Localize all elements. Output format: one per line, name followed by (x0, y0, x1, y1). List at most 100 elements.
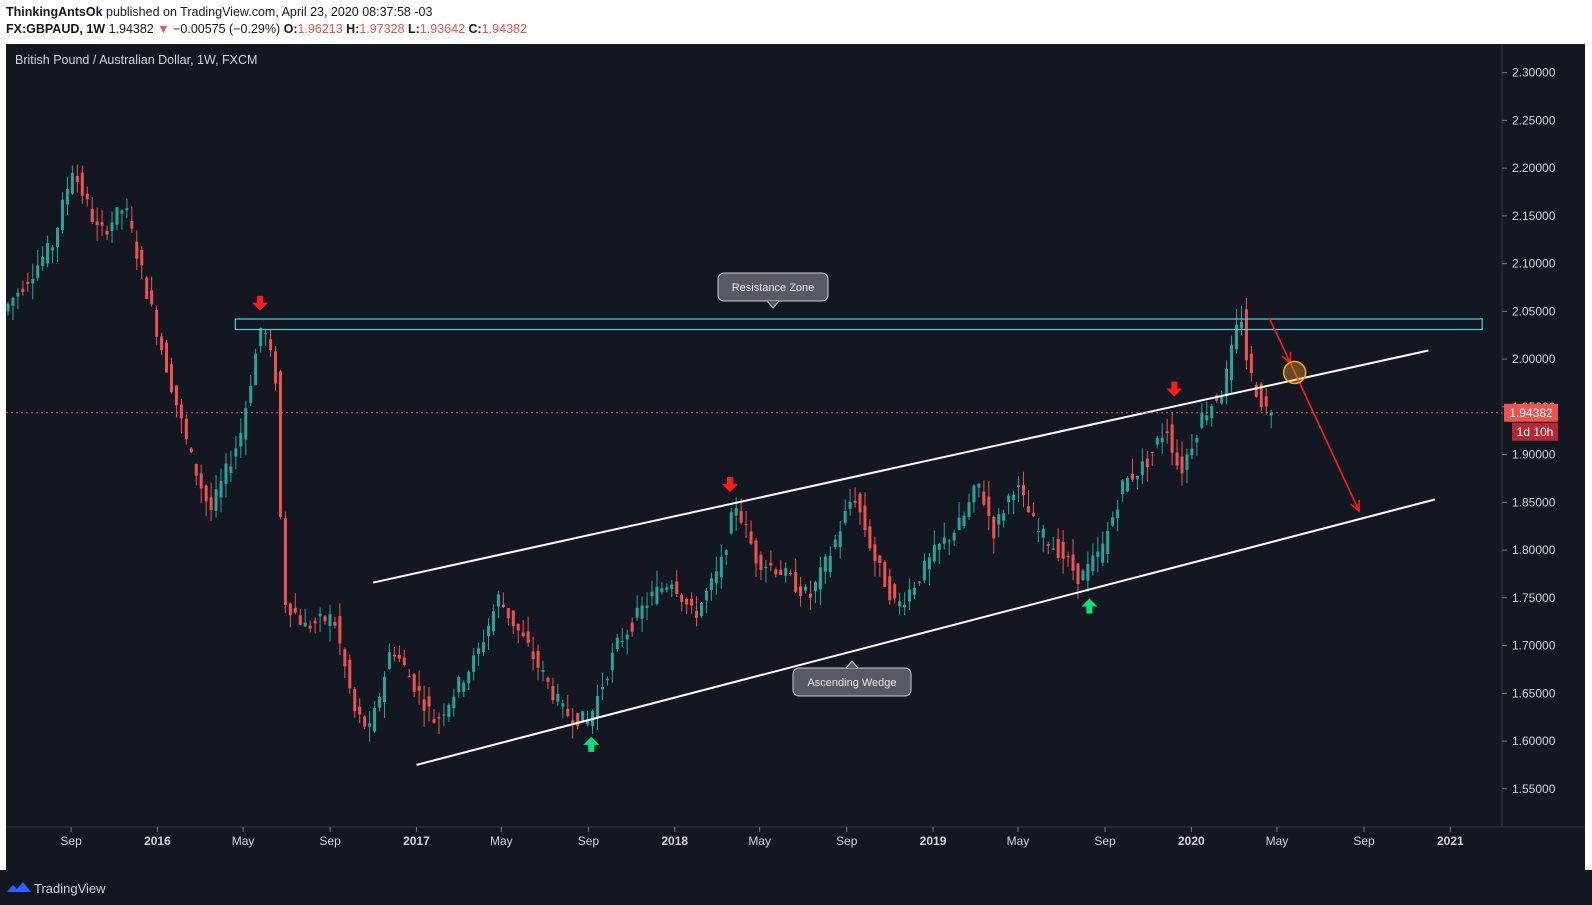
candle-body (1175, 452, 1179, 466)
axis-lines (6, 44, 1585, 828)
symbol-info: FX:GBPAUD, 1W 1.94382 ▼ −0.00575 (−0.29%… (6, 22, 527, 36)
candle-body (1046, 544, 1050, 546)
candle-body (437, 717, 441, 719)
candle-body (794, 572, 798, 592)
resistance-zone-callout-tail (766, 300, 780, 309)
candle-body (333, 621, 337, 626)
candle-body (46, 242, 50, 264)
x-tick-label: May (490, 834, 513, 848)
candle-body (595, 696, 599, 719)
x-tick-label: 2019 (920, 834, 947, 848)
candle-body (1195, 437, 1199, 443)
candle-body (749, 531, 753, 544)
candle-body (769, 562, 773, 566)
candle-body (184, 418, 188, 439)
drawings: Resistance Zone Ascending Wedge (234, 272, 1483, 766)
candle-body (209, 497, 213, 511)
candle-body (343, 649, 347, 667)
candle-body (214, 489, 218, 511)
last-price-label: 1.94382 (1509, 406, 1553, 420)
candle-body (858, 493, 862, 513)
candle-body (204, 485, 208, 502)
candle-body (516, 623, 520, 631)
candle-body (298, 615, 302, 625)
y-tick-label: 1.90000 (1512, 448, 1556, 462)
candle-body (833, 539, 837, 547)
candle-body (690, 598, 694, 606)
candle-body (6, 303, 10, 312)
y-axis[interactable]: 2.30000 2.25000 2.20000 2.15000 2.10000 2.050… (1502, 66, 1556, 796)
candle-body (665, 587, 669, 590)
red-down-arrow-icon (721, 477, 738, 493)
candle-body (36, 265, 40, 278)
symbol-label: FX:GBPAUD, 1W (6, 22, 106, 36)
candle-body (1007, 495, 1011, 503)
candle-body (189, 448, 193, 452)
candle-body (799, 586, 803, 596)
candle-body (863, 505, 867, 531)
candle-body (744, 524, 748, 526)
candle-body (70, 172, 74, 194)
candle-body (467, 671, 471, 684)
candle-body (130, 220, 134, 229)
candle-body (293, 607, 297, 613)
chart-area[interactable]: Resistance Zone Ascending Wedge 2.30000 2.… (6, 44, 1585, 870)
candle-body (908, 589, 912, 602)
x-tick-label: May (232, 834, 255, 848)
x-tick-label: Sep (578, 834, 600, 848)
x-axis[interactable]: Sep 2016 May Sep 2017 May Sep 2018 May Sep 2019 May… (60, 827, 1464, 848)
candle-body (194, 463, 198, 476)
candle-body (917, 581, 921, 583)
candle-body (1081, 570, 1085, 581)
candle-body (378, 696, 382, 708)
tradingview-brand[interactable]: TradingView (34, 881, 106, 896)
high-value: 1.97328 (359, 22, 405, 36)
candle-body (11, 297, 15, 306)
candle-body (447, 704, 451, 717)
candle-body (873, 544, 877, 562)
ascending-wedge-callout: Ascending Wedge (792, 660, 912, 697)
candle-body (21, 288, 25, 292)
candle-body (1200, 412, 1204, 428)
candle-body (764, 566, 768, 569)
candle-body (566, 708, 570, 716)
candle-body (982, 491, 986, 505)
candle-body (353, 689, 357, 712)
candle-body (283, 518, 287, 605)
candle-body (16, 292, 20, 297)
candle-body (506, 607, 510, 619)
retest-circle (1282, 360, 1307, 385)
candle-body (373, 708, 377, 732)
y-tick-label: 1.85000 (1512, 495, 1556, 509)
candle-body (412, 674, 416, 692)
candle-body (234, 448, 238, 457)
candle-body (229, 466, 233, 473)
candle-body (1205, 415, 1209, 421)
author-name[interactable]: ThinkingAntsOk (6, 5, 103, 19)
candle-body (1230, 345, 1234, 381)
candle-body (303, 622, 307, 627)
candle-body (160, 336, 164, 351)
y-tick-label: 2.20000 (1512, 161, 1556, 175)
candle-body (511, 610, 515, 626)
candle-body (392, 654, 396, 657)
countdown-label: 1d 10h (1517, 425, 1554, 439)
candle-body (422, 699, 426, 711)
y-tick-label: 1.55000 (1512, 782, 1556, 796)
candle-body (427, 696, 431, 707)
x-tick-label: May (748, 834, 771, 848)
candle-body (1121, 480, 1125, 495)
candle-body (1150, 452, 1154, 454)
tradingview-logo-icon[interactable] (6, 880, 32, 894)
candle-body (962, 515, 966, 527)
candle-body (546, 677, 550, 682)
candle-body (972, 485, 976, 503)
candle-body (358, 706, 362, 715)
candle-body (313, 620, 317, 624)
candle-body (1091, 555, 1095, 572)
down-triangle-icon: ▼ (157, 22, 170, 36)
candle-body (635, 607, 639, 618)
candle-body (675, 581, 679, 595)
candle-body (937, 543, 941, 550)
